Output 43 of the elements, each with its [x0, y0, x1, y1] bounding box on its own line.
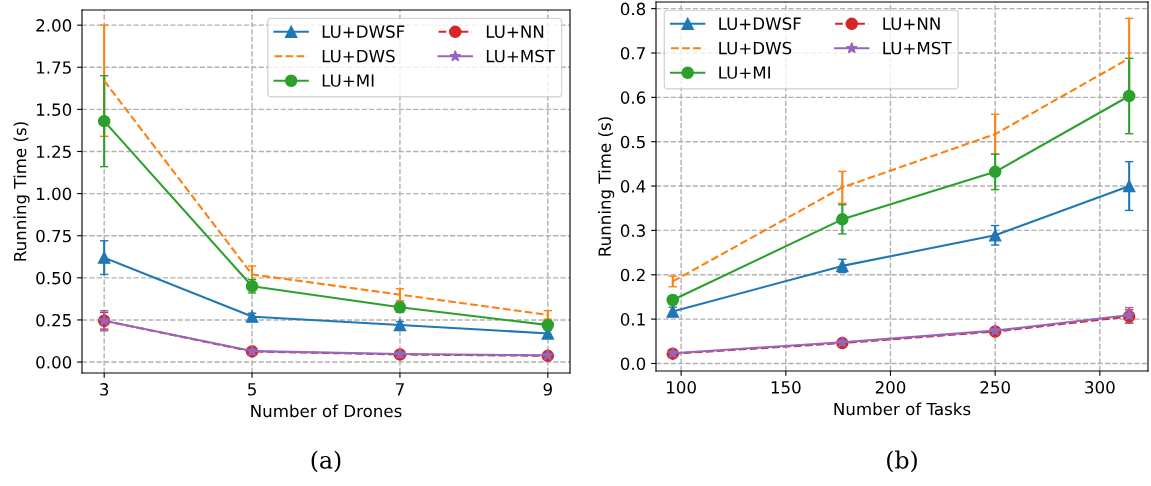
y-axis-title: Running Time (s) [598, 117, 615, 256]
y-tick-label: 0.3 [620, 224, 645, 237]
y-tick-label: 1.00 [37, 187, 72, 201]
legend-label: LU+MI [322, 74, 374, 87]
y-tick-label: 2.00 [36, 19, 72, 32]
y-tick-label: 0.2 [620, 268, 645, 282]
legend-label: LU+DWSF [719, 17, 801, 30]
y-tick-label: 1.75 [37, 61, 71, 74]
legend-label: LU+NN [486, 25, 544, 38]
x-tick-label: 9 [543, 383, 552, 396]
x-axis-title: Number of Drones [251, 404, 402, 418]
legend-label: LU+DWSF [322, 25, 405, 38]
y-tick-label: 0.0 [620, 357, 646, 371]
legend-label: LU+DWS [719, 41, 792, 55]
legend-label: LU+DWS [322, 49, 395, 63]
y-tick-label: 0.8 [620, 2, 646, 16]
legend-label: LU+NN [883, 17, 940, 30]
text: (b) [887, 450, 917, 473]
y-tick-label: 0.25 [36, 313, 71, 327]
x-tick-label: 100 [667, 381, 696, 394]
y-tick-label: 0.5 [620, 135, 645, 149]
y-tick-label: 0.50 [36, 271, 72, 285]
text: (a) [311, 450, 341, 473]
legend-label: LU+MST [883, 41, 952, 55]
y-tick-label: 0.4 [620, 180, 646, 193]
y-tick-label: 1.25 [37, 145, 71, 159]
x-tick-label: 250 [980, 381, 1010, 394]
y-tick-label: 0.75 [36, 229, 71, 243]
x-tick-label: 200 [875, 381, 906, 394]
x-tick-label: 5 [248, 383, 256, 396]
x-tick-label: 7 [396, 383, 404, 396]
y-tick-label: 0.6 [620, 91, 646, 104]
y-tick-label: 0.00 [36, 356, 72, 369]
x-tick-label: 150 [771, 381, 801, 394]
x-tick-label: 3 [100, 383, 109, 396]
y-axis-title: Running Time (s) [13, 122, 30, 261]
y-tick-label: 0.7 [620, 46, 645, 60]
x-tick-label: 300 [1085, 381, 1115, 394]
y-tick-label: 1.50 [37, 103, 72, 116]
legend-label: LU+MST [486, 49, 556, 63]
legend-label: LU+MI [719, 66, 770, 79]
y-tick-label: 0.1 [620, 313, 645, 326]
x-axis-title: Number of Tasks [834, 402, 971, 416]
